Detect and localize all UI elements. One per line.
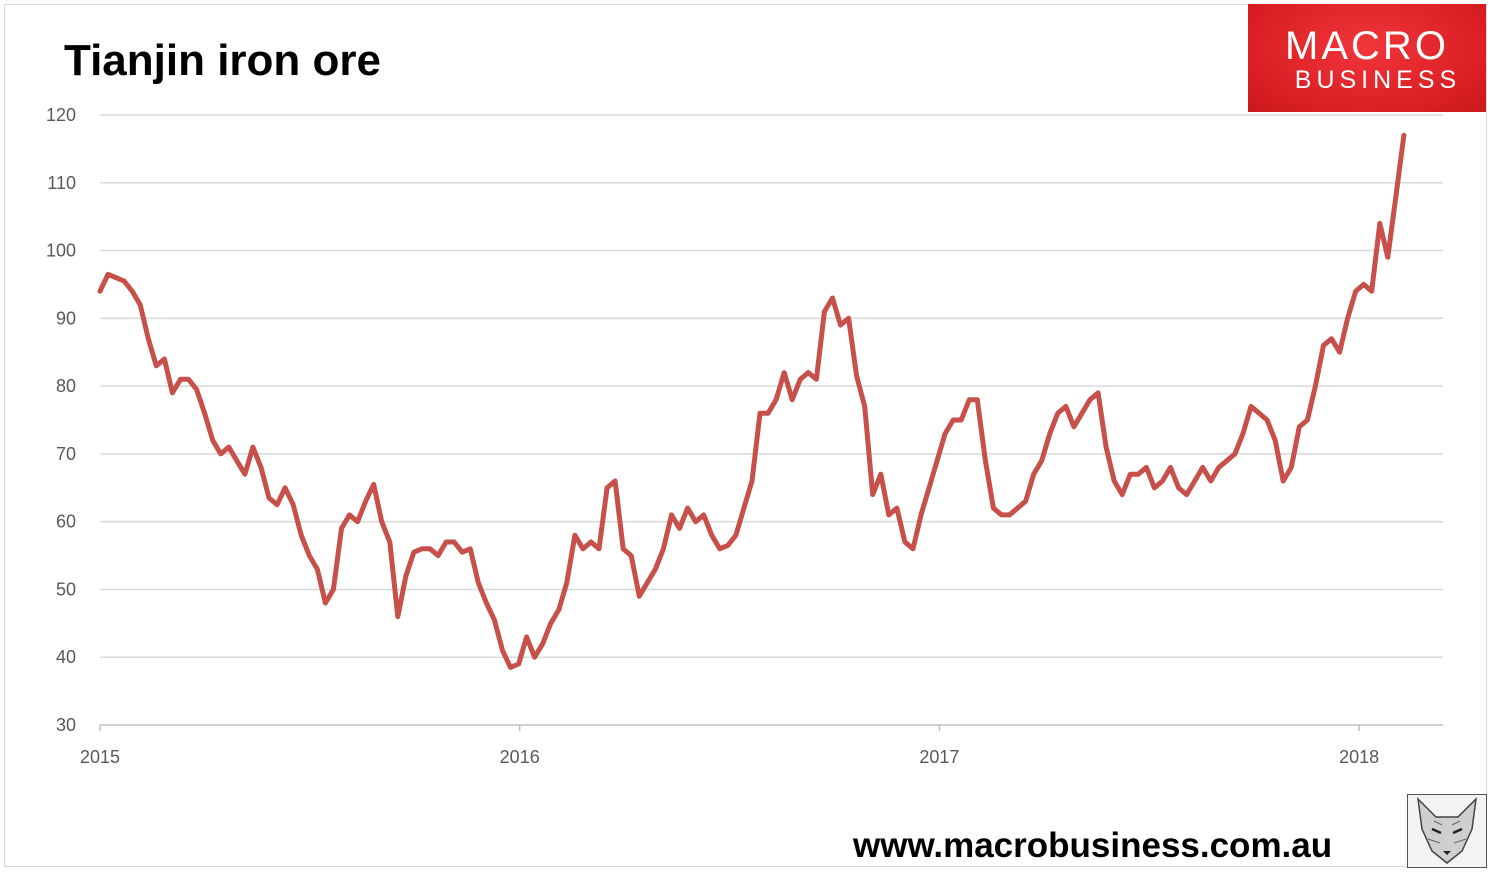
y-tick-label: 50 bbox=[56, 579, 76, 599]
y-tick-label: 40 bbox=[56, 647, 76, 667]
series-line bbox=[97, 132, 1407, 670]
logo-line1: MACRO bbox=[1285, 24, 1449, 68]
x-tick-label: 2015 bbox=[80, 747, 120, 767]
y-tick-label: 90 bbox=[56, 308, 76, 328]
x-tick-label: 2017 bbox=[919, 747, 959, 767]
logo-line2: BUSINESS bbox=[1294, 66, 1462, 94]
y-tick-label: 30 bbox=[56, 715, 76, 735]
chart-frame bbox=[4, 4, 1487, 867]
y-tick-label: 100 bbox=[46, 241, 76, 261]
y-tick-label: 70 bbox=[56, 444, 76, 464]
y-tick-label: 60 bbox=[56, 512, 76, 532]
y-tick-label: 110 bbox=[47, 173, 76, 193]
chart-title: Tianjin iron ore bbox=[64, 36, 382, 85]
x-tick-label: 2016 bbox=[500, 747, 540, 767]
wolf-logo-icon bbox=[1407, 794, 1487, 868]
macrobusiness-logo: MACRO BUSINESS bbox=[1248, 4, 1486, 112]
website-url: www.macrobusiness.com.au bbox=[853, 826, 1333, 865]
y-tick-label: 120 bbox=[46, 105, 76, 125]
x-tick-label: 2018 bbox=[1339, 747, 1379, 767]
y-tick-label: 80 bbox=[56, 376, 76, 396]
